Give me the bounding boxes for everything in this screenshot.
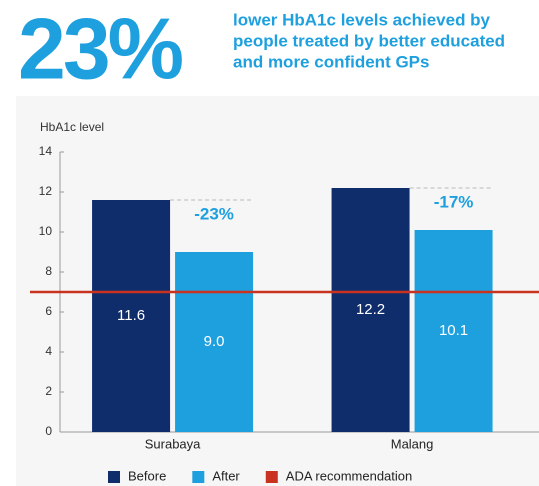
legend-swatch bbox=[108, 471, 120, 483]
y-tick-label: 2 bbox=[45, 384, 52, 398]
y-tick-label: 0 bbox=[45, 424, 52, 438]
legend-label: ADA recommendation bbox=[286, 468, 412, 483]
bar bbox=[92, 200, 171, 432]
bar bbox=[414, 230, 493, 432]
annotation: -17% bbox=[434, 192, 474, 211]
y-tick-label: 14 bbox=[39, 144, 53, 158]
y-tick-label: 8 bbox=[45, 264, 52, 278]
headline: 23% bbox=[18, 2, 183, 98]
bar bbox=[175, 252, 254, 432]
headline-text: people treated by better educated bbox=[233, 31, 505, 50]
x-tick-label: Surabaya bbox=[145, 436, 201, 451]
value-label: 12.2 bbox=[356, 301, 385, 318]
value-label: 11.6 bbox=[117, 307, 145, 324]
value-label: 9.0 bbox=[204, 333, 225, 350]
y-axis-label: HbA1c level bbox=[40, 120, 104, 134]
legend-label: Before bbox=[128, 468, 166, 483]
bar bbox=[331, 188, 410, 432]
value-label: 10.1 bbox=[439, 322, 468, 339]
y-tick-label: 6 bbox=[45, 304, 52, 318]
legend-swatch bbox=[265, 471, 278, 483]
y-tick-label: 4 bbox=[45, 344, 52, 358]
legend-swatch bbox=[192, 471, 205, 483]
x-tick-label: Malang bbox=[391, 436, 434, 451]
headline-text: lower HbA1c levels achieved by bbox=[233, 10, 491, 29]
y-tick-label: 12 bbox=[39, 184, 53, 198]
headline-text: and more confident GPs bbox=[233, 52, 429, 71]
legend-label: After bbox=[212, 468, 240, 483]
annotation: -23% bbox=[194, 204, 234, 223]
y-tick-label: 10 bbox=[39, 224, 53, 238]
